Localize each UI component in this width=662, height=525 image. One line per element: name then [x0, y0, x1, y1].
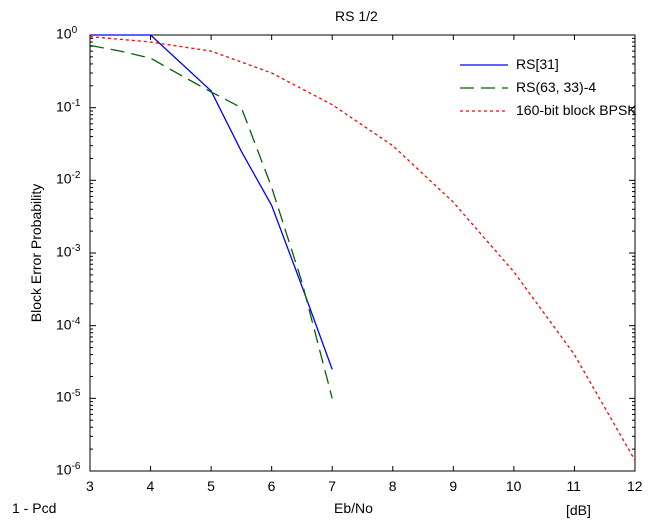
- x-tick-label: 7: [328, 478, 337, 494]
- y-tick-label: 100: [56, 25, 77, 42]
- x-tick-label: 8: [388, 478, 397, 494]
- y-axis-label: Block Error Probability: [28, 183, 44, 323]
- legend-entry-label: RS[31]: [516, 56, 559, 72]
- y-tick-base: 10: [56, 316, 72, 333]
- y-tick-base: 10: [56, 461, 72, 478]
- x-tick-label: 10: [505, 478, 522, 494]
- legend-entry-label: RS(63, 33)-4: [516, 79, 597, 95]
- y-tick-label: 10-4: [56, 316, 80, 333]
- x-tick-label: 4: [146, 478, 155, 494]
- legend: [460, 64, 508, 112]
- y-tick-exponent: -6: [71, 461, 81, 472]
- y-tick-base: 10: [56, 98, 72, 115]
- y-tick-exponent: -2: [71, 170, 81, 182]
- x-tick-label: 3: [86, 478, 94, 494]
- y-tick-label: 10-3: [56, 243, 80, 260]
- series-line-1: [89, 44, 333, 399]
- y-tick-base: 10: [56, 170, 72, 187]
- x-tick-label: 9: [449, 478, 458, 494]
- corner-label: 1 - Pcd: [12, 500, 57, 516]
- y-tick-exponent: 0: [71, 25, 78, 36]
- legend-entry-label: 160-bit block BPSK: [516, 102, 637, 118]
- plot-area: [89, 34, 636, 472]
- y-tick-label: 10-5: [56, 388, 80, 405]
- y-tick-exponent: -4: [71, 315, 81, 327]
- tick-marks: [89, 34, 636, 472]
- y-tick-label: 10-1: [56, 98, 80, 115]
- y-tick-base: 10: [56, 243, 72, 260]
- series-line-2: [89, 35, 636, 461]
- x-tick-label: 5: [207, 478, 215, 494]
- y-tick-exponent: -3: [71, 243, 81, 254]
- chart-title: RS 1/2: [335, 8, 378, 24]
- y-tick-exponent: -5: [71, 388, 81, 400]
- x-unit-label: [dB]: [566, 502, 591, 518]
- x-tick-label: 6: [267, 478, 276, 494]
- series-lines: [89, 34, 636, 461]
- y-tick-label: 10-2: [56, 170, 80, 187]
- x-tick-label: 11: [566, 478, 581, 494]
- y-tick-base: 10: [56, 25, 72, 42]
- series-line-0: [90, 34, 333, 370]
- x-tick-label: 12: [627, 478, 643, 494]
- y-tick-exponent: -1: [71, 97, 81, 109]
- y-tick-base: 10: [56, 388, 72, 405]
- y-tick-label: 10-6: [56, 461, 80, 478]
- x-axis-label: Eb/No: [334, 500, 373, 516]
